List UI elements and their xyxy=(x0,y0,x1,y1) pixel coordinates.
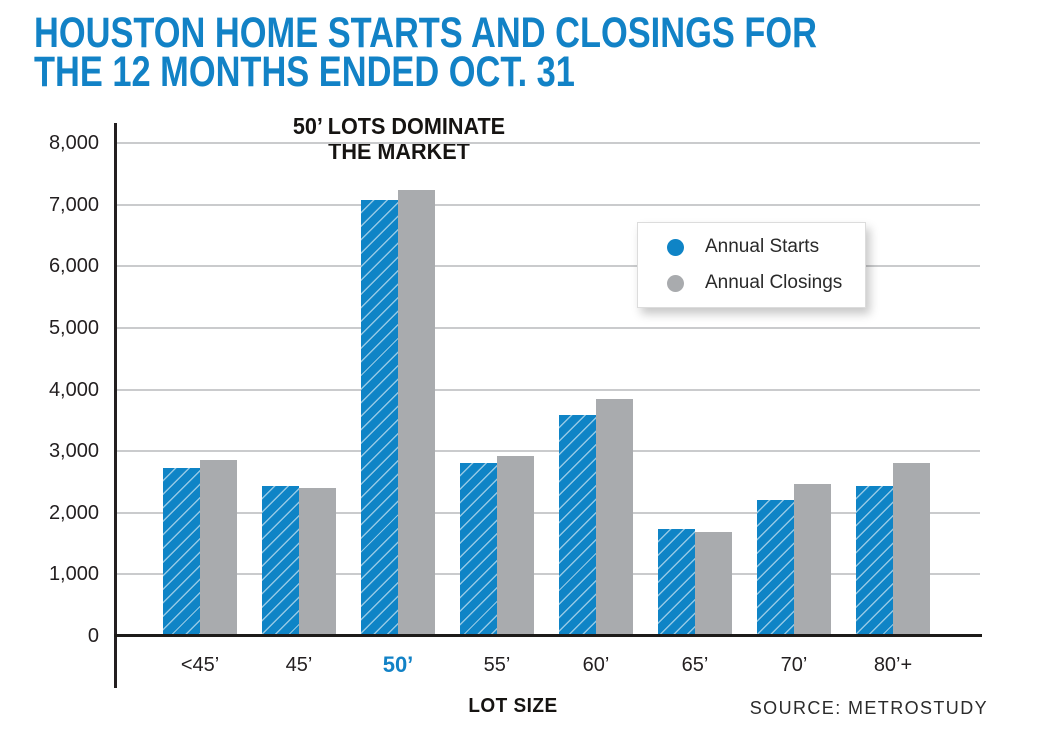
bar-annual-starts xyxy=(757,500,794,636)
bar-annual-closings xyxy=(695,532,732,636)
legend-item-annual-closings: Annual Closings xyxy=(667,272,865,294)
x-axis-category-label: 65’ xyxy=(681,654,709,676)
gridline xyxy=(116,388,980,391)
bar-annual-closings xyxy=(299,488,336,636)
x-axis-category-label: <45’ xyxy=(180,654,220,676)
legend-label-annual-closings: Annual Closings xyxy=(705,272,843,293)
y-axis-tick-label: 5,000 xyxy=(48,316,99,339)
legend: Annual Starts Annual Closings xyxy=(637,222,866,308)
legend-label-annual-starts: Annual Starts xyxy=(705,236,820,257)
x-axis-category-label: 80’+ xyxy=(873,654,913,676)
gridline xyxy=(116,265,980,268)
x-axis-category-label: 55’ xyxy=(483,654,511,676)
chart-title: HOUSTON HOME STARTS AND CLOSINGS FOR THE… xyxy=(34,9,1013,96)
source-credit: SOURCE: METROSTUDY xyxy=(749,698,988,718)
bar-annual-starts xyxy=(559,415,596,636)
annual-closings-swatch-icon xyxy=(667,274,684,292)
x-axis-category-label: 60’ xyxy=(582,654,610,676)
bar-annual-closings xyxy=(596,399,633,636)
annotation: 50’ LOTS DOMINATE THE MARKET xyxy=(258,114,540,164)
y-axis-tick-label: 3,000 xyxy=(48,440,99,463)
bar-annual-starts xyxy=(658,529,695,636)
gridline xyxy=(116,142,980,144)
bar-annual-closings xyxy=(497,456,534,636)
bar-annual-starts xyxy=(460,463,497,636)
annual-starts-swatch-icon xyxy=(667,238,684,256)
bar-annual-starts xyxy=(163,468,200,636)
bar-annual-starts xyxy=(361,200,398,636)
bar-annual-closings xyxy=(794,484,831,636)
y-axis-tick-label: 6,000 xyxy=(48,255,99,278)
gridline xyxy=(116,203,980,206)
x-axis-line xyxy=(114,634,982,637)
y-axis-line xyxy=(114,123,117,688)
bar-annual-closings xyxy=(200,460,237,636)
y-axis-tick-label: 4,000 xyxy=(48,378,99,401)
x-axis-category-label: 45’ xyxy=(285,654,313,676)
legend-item-annual-starts: Annual Starts xyxy=(667,236,865,258)
y-axis-tick-label: 7,000 xyxy=(48,193,99,216)
chart-title-line2: THE 12 MONTHS ENDED OCT. 31 xyxy=(34,48,575,96)
x-axis-title: LOT SIZE xyxy=(468,695,558,717)
gridline xyxy=(116,573,980,576)
bar-annual-closings xyxy=(398,190,435,636)
gridline xyxy=(116,511,980,514)
bar-annual-starts xyxy=(856,486,893,636)
gridline xyxy=(116,326,980,329)
x-axis-category-label: 70’ xyxy=(780,654,808,676)
y-axis-tick-label: 1,000 xyxy=(48,563,99,586)
bar-annual-starts xyxy=(262,486,299,636)
annotation-line1: 50’ LOTS DOMINATE xyxy=(292,113,506,139)
y-axis-tick-label: 2,000 xyxy=(48,501,99,524)
chart-title-line1: HOUSTON HOME STARTS AND CLOSINGS FOR xyxy=(34,9,817,57)
y-axis-tick-label: 8,000 xyxy=(48,132,99,154)
bar-annual-closings xyxy=(893,463,930,636)
gridline xyxy=(116,450,980,453)
y-axis-tick-label: 0 xyxy=(87,625,99,647)
x-axis-category-label: 50’ xyxy=(382,652,414,677)
